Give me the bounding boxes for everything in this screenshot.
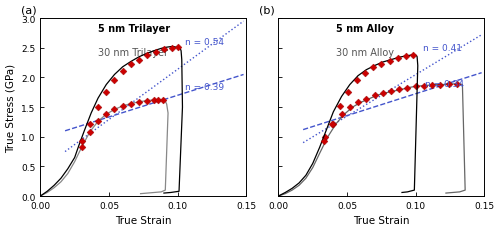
X-axis label: True Strain: True Strain — [353, 216, 410, 225]
Text: n = 0.34: n = 0.34 — [426, 79, 465, 88]
Text: (b): (b) — [258, 6, 274, 15]
Text: n = 0.41: n = 0.41 — [422, 44, 462, 53]
Text: n = 0.39: n = 0.39 — [184, 82, 224, 91]
Text: 30 nm Trilayer: 30 nm Trilayer — [98, 47, 168, 57]
Y-axis label: True Stress (GPa): True Stress (GPa) — [6, 63, 16, 152]
Text: (a): (a) — [20, 6, 36, 15]
Text: 30 nm Alloy: 30 nm Alloy — [336, 47, 394, 57]
Text: n = 0.54: n = 0.54 — [184, 38, 224, 47]
Text: 5 nm Trilayer: 5 nm Trilayer — [98, 24, 170, 34]
Text: 5 nm Alloy: 5 nm Alloy — [336, 24, 394, 34]
X-axis label: True Strain: True Strain — [115, 216, 172, 225]
